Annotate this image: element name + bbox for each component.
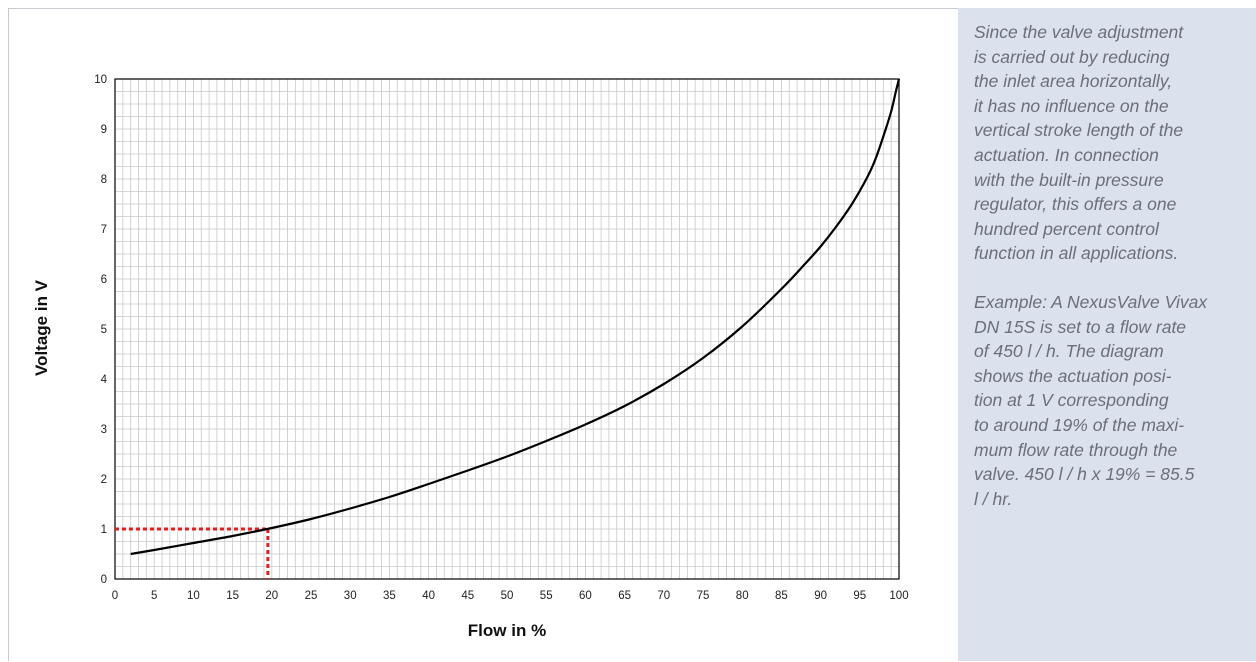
x-tick-label: 55	[540, 590, 553, 602]
y-tick-label: 8	[101, 174, 107, 186]
x-tick-label: 80	[736, 590, 749, 602]
tick-labels: 0 5 10 15 20 25 30 35 40 45 50 55 60 65 70 75 80 85 90 95 10…	[94, 74, 908, 602]
y-tick-label: 4	[101, 374, 108, 386]
x-tick-label: 25	[305, 590, 318, 602]
x-axis-title: Flow in %	[468, 621, 546, 640]
x-tick-label: 65	[618, 590, 631, 602]
y-tick-label: 9	[101, 124, 107, 136]
description-paragraph: Since the valve adjustment is carried ou…	[974, 20, 1244, 266]
grid	[115, 79, 899, 579]
x-tick-label: 35	[383, 590, 396, 602]
x-tick-label: 75	[697, 590, 710, 602]
y-tick-label: 0	[101, 574, 107, 586]
x-tick-label: 5	[151, 590, 157, 602]
y-tick-label: 7	[101, 224, 107, 236]
x-tick-label: 85	[775, 590, 788, 602]
y-axis-title: Voltage in V	[32, 279, 51, 376]
x-tick-label: 10	[187, 590, 200, 602]
flow-voltage-chart: 0 5 10 15 20 25 30 35 40 45 50 55 60 65 70 75 80 85 90 95 10…	[9, 9, 959, 662]
x-tick-label: 100	[889, 590, 908, 602]
chart-panel: 0 5 10 15 20 25 30 35 40 45 50 55 60 65 70 75 80 85 90 95 10…	[8, 8, 958, 661]
x-tick-label: 20	[265, 590, 278, 602]
y-tick-label: 6	[101, 274, 107, 286]
y-tick-label: 1	[101, 524, 107, 536]
example-paragraph: Example: A NexusValve Vivax DN 15S is se…	[974, 290, 1244, 511]
y-tick-label: 5	[101, 324, 107, 336]
x-tick-label: 0	[112, 590, 118, 602]
y-tick-label: 10	[94, 74, 107, 86]
x-tick-label: 50	[501, 590, 514, 602]
x-tick-label: 40	[422, 590, 435, 602]
x-tick-label: 70	[657, 590, 670, 602]
x-tick-label: 90	[814, 590, 827, 602]
x-tick-label: 15	[226, 590, 239, 602]
x-tick-label: 45	[461, 590, 474, 602]
y-tick-label: 3	[101, 424, 107, 436]
y-tick-label: 2	[101, 474, 107, 486]
x-tick-label: 60	[579, 590, 592, 602]
description-sidebar: Since the valve adjustment is carried ou…	[958, 8, 1256, 661]
x-tick-label: 30	[344, 590, 357, 602]
x-tick-label: 95	[853, 590, 866, 602]
